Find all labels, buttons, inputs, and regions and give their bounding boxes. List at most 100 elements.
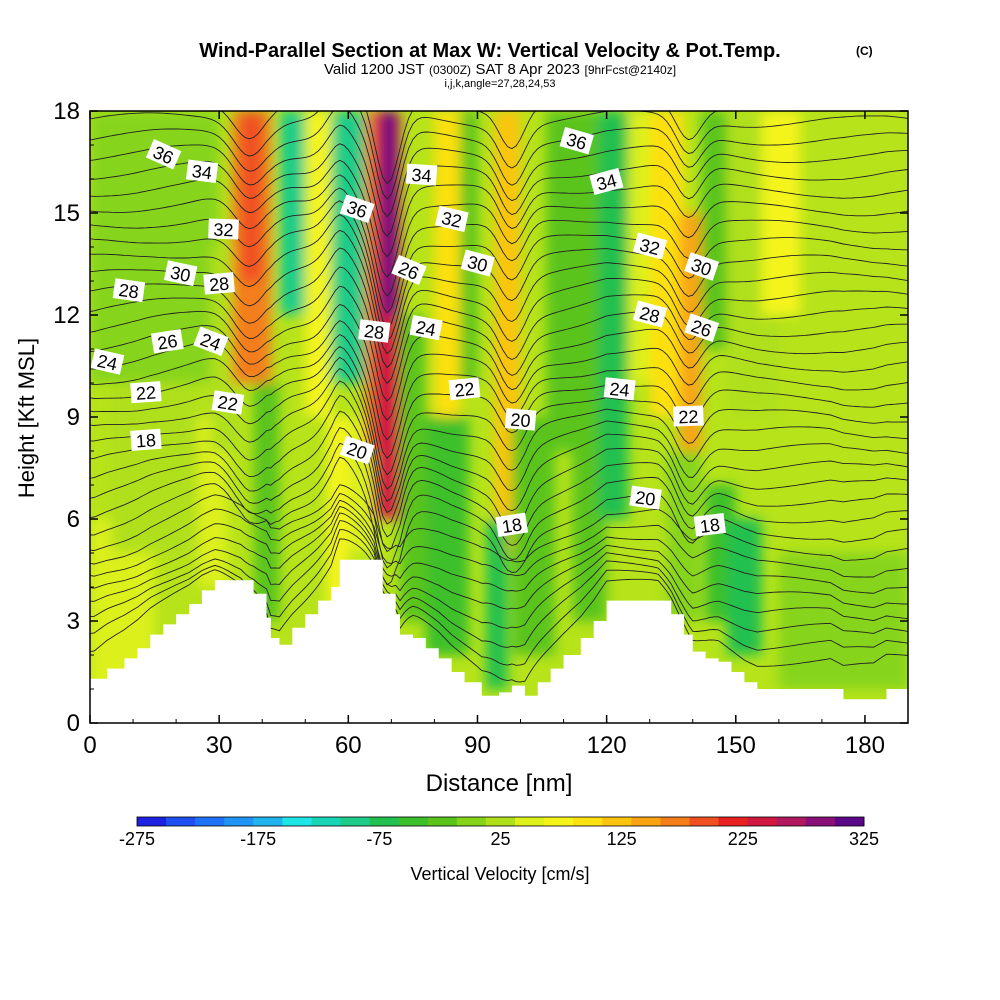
contour-label-text: 18	[699, 515, 721, 537]
theta-contour-line	[90, 303, 908, 421]
contour-label-text: 34	[191, 161, 213, 183]
colorbar-frame	[136, 816, 865, 827]
contour-label: 28	[112, 278, 146, 303]
contour-label: 32	[435, 205, 469, 232]
theta-contour-line	[90, 200, 908, 328]
theta-contour-line	[90, 214, 908, 342]
chart-subtitle: Valid 1200 JST (0300Z) SAT 8 Apr 2023 [9…	[324, 61, 676, 78]
contour-label: 18	[693, 513, 726, 537]
theta-contour-line	[220, 111, 719, 185]
colorbar-tick-label: 25	[490, 829, 510, 849]
contour-label: 26	[150, 328, 184, 354]
contour-label-text: 30	[169, 262, 193, 286]
chart-title-mark: (C)	[856, 44, 873, 58]
contour-label-box	[112, 278, 146, 303]
theta-contour-line	[90, 159, 908, 278]
theta-contour-line	[90, 334, 908, 459]
colorbar-tick-label: -275	[119, 829, 155, 849]
contour-label-box	[211, 390, 245, 415]
theta-contour-line	[90, 247, 908, 369]
contour-label-box	[435, 205, 469, 232]
velocity-cell	[486, 519, 508, 689]
y-tick-label: 3	[67, 608, 80, 635]
contour-label-box	[150, 328, 184, 354]
contour-label-box	[391, 254, 427, 285]
colorbar-ticks: -275 -175 -75 25 125 225 325	[119, 829, 879, 849]
contour-label-box	[358, 319, 391, 343]
velocity-cell	[649, 111, 685, 417]
theta-contour-line	[90, 380, 908, 514]
colorbar-label: Vertical Velocity [cm/s]	[410, 864, 589, 884]
contour-label-box	[339, 194, 375, 223]
colorbar-swatch	[631, 817, 661, 826]
velocity-cell	[778, 553, 908, 689]
theta-contours	[90, 111, 908, 683]
contour-label-text: 32	[440, 208, 464, 232]
velocity-cell	[460, 111, 478, 383]
contour-label-text: 18	[500, 514, 523, 537]
velocity-cell	[425, 417, 469, 655]
theta-contour-line	[90, 512, 908, 629]
colorbar-swatch	[340, 817, 371, 826]
theta-contour-line	[90, 266, 908, 385]
contour-label-text: 22	[135, 383, 156, 404]
contour-label-text: 20	[634, 487, 657, 510]
y-tick-label: 18	[53, 98, 80, 125]
contour-label: 32	[632, 232, 668, 260]
contour-label-box	[632, 300, 668, 328]
contour-label-box	[603, 377, 636, 401]
colorbar-swatch	[311, 817, 342, 826]
chart-title: Wind-Parallel Section at Max W: Vertical…	[199, 40, 780, 62]
colorbar-swatch	[485, 817, 516, 826]
contour-label-text: 28	[208, 274, 230, 296]
x-tick-label: 150	[716, 732, 756, 759]
contour-label-box	[185, 159, 219, 183]
colorbar-swatch	[369, 817, 400, 826]
colorbar-swatch	[660, 817, 691, 826]
colorbar	[136, 816, 865, 827]
colorbar-swatch	[602, 817, 632, 826]
contour-label-box	[693, 513, 726, 537]
contour-label-text: 22	[216, 392, 239, 415]
velocity-cell	[399, 315, 426, 621]
theta-contour-line	[90, 538, 908, 683]
contour-label-box	[504, 408, 537, 431]
contour-label-box	[629, 485, 662, 510]
x-axis: 0 30 60 90 120 150 180	[83, 111, 909, 759]
colorbar-swatch	[776, 817, 807, 826]
velocity-cell	[701, 111, 728, 349]
y-tick-label: 9	[67, 404, 80, 431]
theta-contour-line	[90, 124, 908, 237]
contour-label: 18	[495, 512, 529, 537]
colorbar-swatch	[544, 817, 574, 826]
contour-label: 34	[185, 159, 219, 183]
y-axis-label: Height [Kft MSL]	[14, 338, 39, 498]
x-tick-label: 0	[83, 732, 96, 759]
contour-label-text: 22	[454, 379, 476, 401]
contour-label: 24	[90, 348, 125, 375]
theta-contour-line	[90, 410, 908, 538]
subtitle-date: SAT 8 Apr 2023	[476, 61, 581, 78]
x-tick-label: 180	[845, 732, 885, 759]
x-tick-label: 60	[335, 732, 362, 759]
theta-contour-line	[90, 520, 908, 648]
contour-label-text: 28	[363, 321, 385, 343]
contour-label-text: 20	[510, 410, 532, 432]
theta-contour-line	[90, 442, 908, 569]
colorbar-swatch	[515, 817, 545, 826]
theta-contour-line	[90, 394, 908, 525]
contour-label-box	[163, 260, 198, 287]
contour-label: 36	[559, 126, 594, 155]
contour-label: 22	[130, 381, 162, 404]
x-tick-label: 30	[206, 732, 233, 759]
contour-label: 24	[409, 314, 443, 340]
contour-label-text: 24	[414, 317, 437, 340]
contour-label-text: 26	[156, 331, 179, 354]
contour-label-text: 18	[135, 430, 156, 451]
colorbar-swatch	[805, 817, 836, 826]
colorbar-swatch	[137, 817, 167, 826]
contour-label-box	[208, 218, 239, 240]
theta-contour-line	[90, 456, 908, 586]
